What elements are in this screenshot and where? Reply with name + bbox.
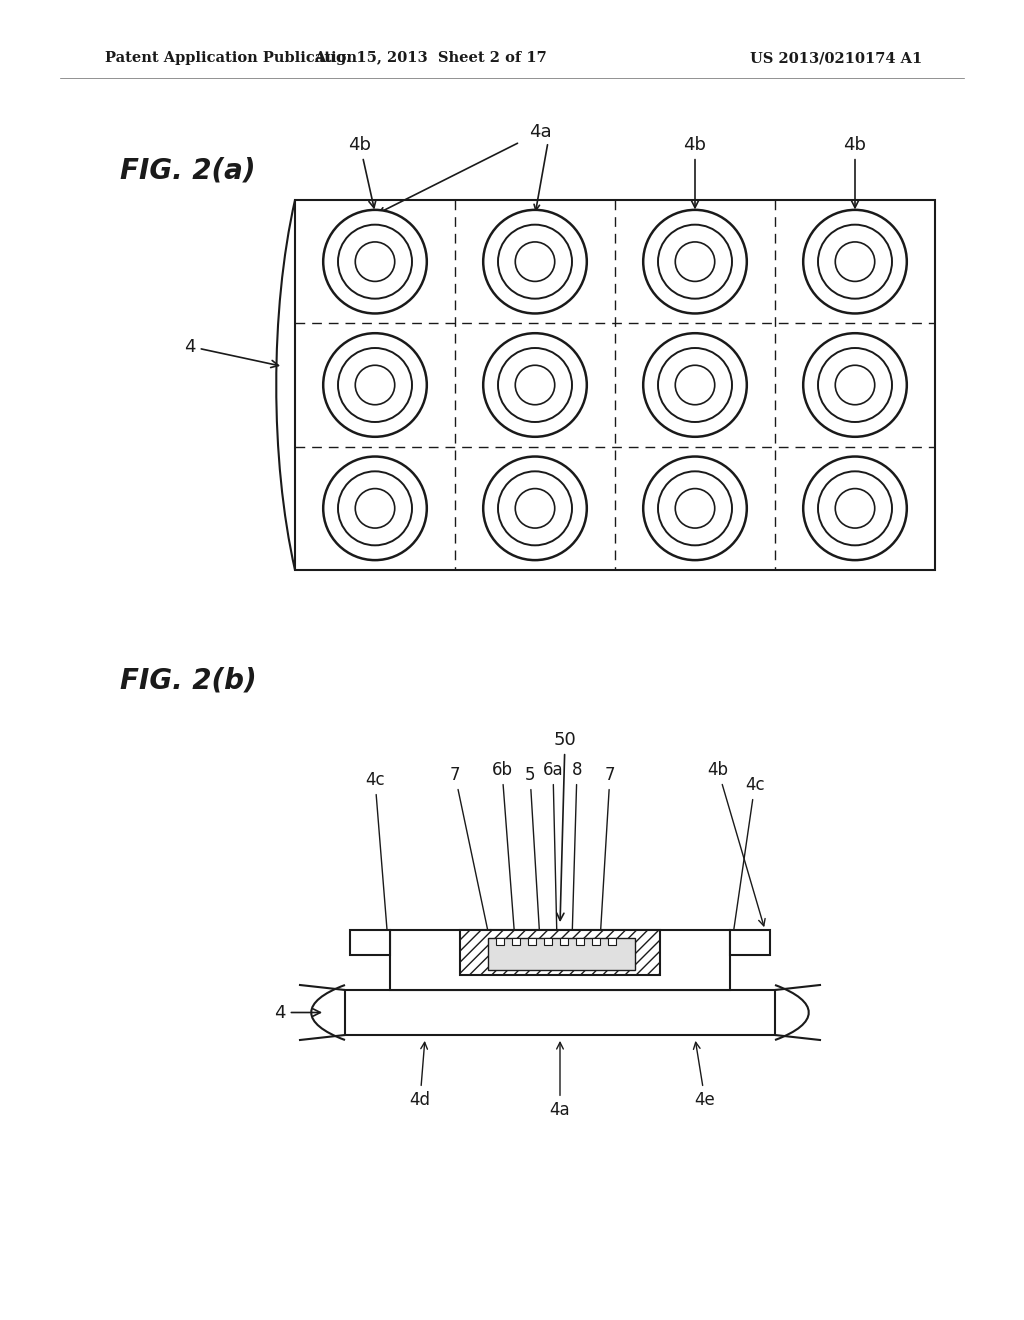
- Ellipse shape: [658, 471, 732, 545]
- Bar: [390, 931, 730, 990]
- Bar: [560, 939, 568, 945]
- Ellipse shape: [483, 457, 587, 560]
- Ellipse shape: [498, 348, 572, 422]
- Ellipse shape: [338, 224, 412, 298]
- Ellipse shape: [338, 348, 412, 422]
- Ellipse shape: [803, 457, 907, 560]
- Bar: [608, 939, 616, 945]
- Text: 4c: 4c: [730, 776, 765, 937]
- Text: 4d: 4d: [410, 1043, 430, 1109]
- Text: 8: 8: [569, 762, 583, 937]
- Ellipse shape: [498, 224, 572, 298]
- Bar: [345, 990, 775, 1035]
- Ellipse shape: [324, 457, 427, 560]
- Text: 4b: 4b: [708, 762, 765, 925]
- Ellipse shape: [498, 471, 572, 545]
- Text: 4: 4: [274, 1003, 321, 1022]
- Text: 5: 5: [524, 766, 543, 937]
- Ellipse shape: [658, 224, 732, 298]
- Bar: [544, 939, 552, 945]
- Bar: [730, 931, 770, 954]
- Text: 6a: 6a: [543, 762, 563, 937]
- Text: 4a: 4a: [528, 123, 551, 141]
- Ellipse shape: [643, 333, 746, 437]
- Ellipse shape: [483, 333, 587, 437]
- Ellipse shape: [803, 333, 907, 437]
- Ellipse shape: [515, 366, 555, 405]
- Text: 6b: 6b: [492, 762, 517, 937]
- Text: Patent Application Publication: Patent Application Publication: [105, 51, 357, 65]
- Text: 4b: 4b: [348, 136, 376, 207]
- Bar: [350, 931, 390, 954]
- Text: Aug. 15, 2013  Sheet 2 of 17: Aug. 15, 2013 Sheet 2 of 17: [313, 51, 547, 65]
- Text: 4a: 4a: [550, 1043, 570, 1119]
- Bar: [496, 939, 504, 945]
- Ellipse shape: [818, 224, 892, 298]
- Ellipse shape: [483, 210, 587, 313]
- Text: 50: 50: [554, 731, 577, 920]
- Text: 7: 7: [597, 766, 615, 937]
- Ellipse shape: [675, 242, 715, 281]
- Ellipse shape: [643, 210, 746, 313]
- Text: 4c: 4c: [366, 771, 390, 937]
- Ellipse shape: [836, 488, 874, 528]
- Bar: [295, 201, 935, 570]
- Ellipse shape: [658, 348, 732, 422]
- Ellipse shape: [515, 242, 555, 281]
- Ellipse shape: [324, 210, 427, 313]
- Ellipse shape: [324, 333, 427, 437]
- Ellipse shape: [836, 242, 874, 281]
- Text: 4b: 4b: [683, 136, 707, 207]
- Text: FIG. 2(b): FIG. 2(b): [120, 667, 257, 694]
- Ellipse shape: [675, 488, 715, 528]
- Ellipse shape: [643, 457, 746, 560]
- Ellipse shape: [338, 471, 412, 545]
- Ellipse shape: [818, 348, 892, 422]
- Ellipse shape: [803, 210, 907, 313]
- Bar: [512, 939, 520, 945]
- Ellipse shape: [675, 366, 715, 405]
- Ellipse shape: [836, 366, 874, 405]
- Text: 7: 7: [450, 766, 490, 937]
- Bar: [592, 939, 600, 945]
- Text: US 2013/0210174 A1: US 2013/0210174 A1: [750, 51, 923, 65]
- Ellipse shape: [355, 242, 394, 281]
- Text: FIG. 2(a): FIG. 2(a): [120, 156, 256, 183]
- Text: 4e: 4e: [693, 1043, 716, 1109]
- Ellipse shape: [355, 488, 394, 528]
- Ellipse shape: [355, 366, 394, 405]
- Ellipse shape: [515, 488, 555, 528]
- Text: 4b: 4b: [844, 136, 866, 207]
- Ellipse shape: [818, 471, 892, 545]
- Bar: [460, 931, 660, 975]
- Bar: [528, 939, 536, 945]
- Text: 4: 4: [184, 338, 279, 367]
- Bar: [488, 939, 635, 970]
- Bar: [575, 939, 584, 945]
